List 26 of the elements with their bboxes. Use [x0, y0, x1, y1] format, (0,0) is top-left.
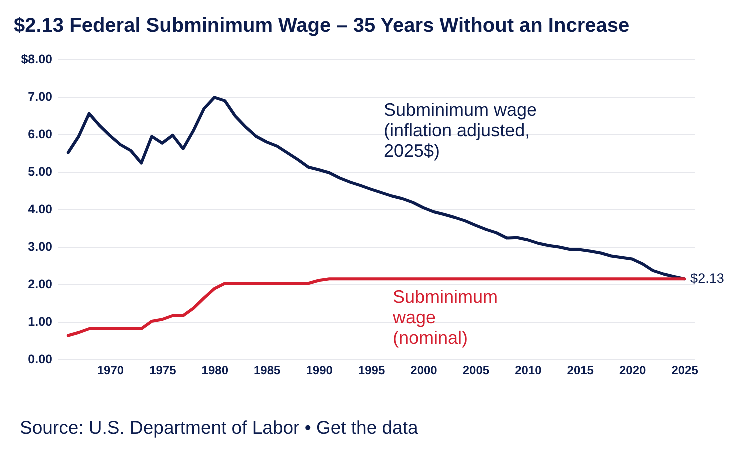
x-tick-label: 2020	[619, 364, 647, 378]
chart-title: $2.13 Federal Subminimum Wage – 35 Years Without an Increase	[14, 15, 630, 37]
x-tick-label: 1990	[306, 364, 334, 378]
y-tick-label: $8.00	[21, 52, 53, 66]
y-tick-label: 2.00	[28, 278, 53, 292]
x-tick-label: 1985	[254, 364, 282, 378]
y-tick-label: 7.00	[28, 90, 53, 104]
x-tick-label: 1980	[202, 364, 229, 378]
y-tick-label: 0.00	[28, 352, 53, 366]
y-tick-label: 4.00	[28, 202, 53, 216]
x-tick-label: 2000	[410, 364, 438, 378]
annotation: $2.13	[690, 271, 724, 286]
x-tick-label: 1995	[358, 364, 386, 378]
y-tick-label: 6.00	[28, 128, 53, 142]
source-note: Source: U.S. Department of Labor • Get the data	[20, 417, 419, 438]
x-tick-label: 1970	[97, 364, 124, 378]
x-tick-label: 2010	[515, 364, 542, 378]
series-label: Subminimum wage (nominal)	[392, 287, 498, 348]
x-tick-label: 2015	[567, 364, 594, 378]
x-tick-label: 2005	[462, 364, 490, 378]
series-label: Subminimum wage (inflation adjusted, 2025$)	[384, 100, 538, 161]
x-tick-label: 2025	[672, 364, 699, 378]
y-tick-label: 5.00	[28, 165, 53, 179]
y-tick-label: 1.00	[28, 315, 53, 329]
y-tick-label: 3.00	[28, 240, 53, 254]
x-tick-label: 1975	[150, 364, 177, 378]
